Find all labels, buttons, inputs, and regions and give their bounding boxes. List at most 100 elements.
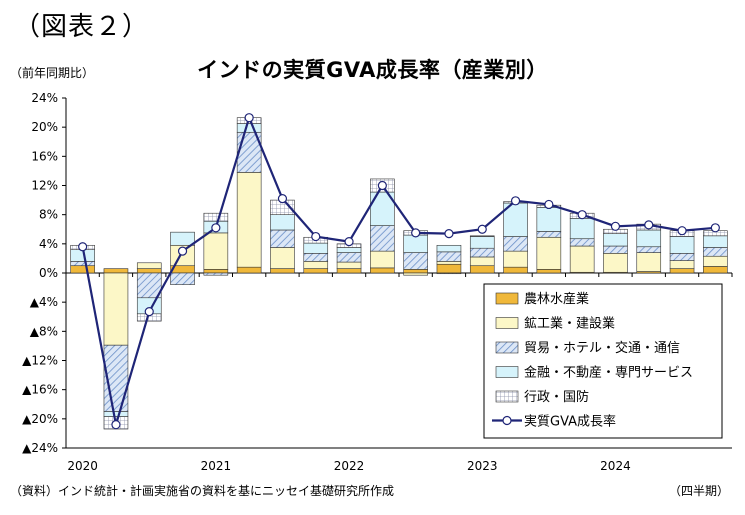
- bar-segment-finance: [536, 207, 562, 232]
- bar-segment-industry: [236, 172, 262, 268]
- y-tick-label: 24%: [31, 91, 58, 105]
- y-tick-label: 12%: [31, 179, 58, 193]
- x-year-label: 2020: [67, 459, 98, 473]
- bar-segment-agriculture: [336, 268, 362, 274]
- bar-segment-agriculture: [436, 263, 462, 274]
- bar-segment-industry: [303, 261, 329, 269]
- gva-growth-point: [677, 226, 687, 236]
- legend-label: 金融・不動産・専門サービス: [524, 365, 693, 381]
- bar-segment-finance: [303, 242, 329, 254]
- bar-segment-agriculture: [136, 268, 162, 274]
- y-tick-label: 16%: [31, 149, 58, 163]
- bar-segment-finance: [603, 233, 628, 247]
- bar-segment-industry: [436, 261, 462, 265]
- bar-segment-agriculture: [303, 268, 329, 274]
- bar-segment-industry: [270, 247, 295, 269]
- legend-label: 農林水産業: [524, 291, 589, 307]
- gva-growth-point: [344, 237, 354, 247]
- bar-segment-agriculture: [103, 268, 129, 274]
- bar-segment-trade: [336, 252, 362, 263]
- bars-layer: [70, 117, 728, 430]
- gva-growth-point: [78, 242, 88, 252]
- y-tick-label: ▲24%: [22, 441, 58, 455]
- x-year-label: 2023: [467, 459, 498, 473]
- axes-layer: 24% 20% 16% 12% 8% 4% 0% ▲4% ▲8% ▲12% ▲16% ▲20% ▲24%…: [22, 91, 733, 473]
- bar-segment-finance: [403, 234, 428, 253]
- bar-segment-industry: [103, 272, 129, 346]
- legend: 農林水産業鉱工業・建設業貿易・ホテル・交通・通信金融・不動産・専門サービス行政・…: [483, 283, 723, 439]
- gva-growth-point: [644, 220, 654, 230]
- gva-growth-point: [411, 228, 421, 238]
- bar-segment-trade: [436, 251, 462, 262]
- bar-segment-industry: [636, 252, 662, 272]
- x-year-label: 2022: [334, 459, 365, 473]
- bar-segment-finance: [270, 214, 295, 231]
- gva-growth-point: [144, 307, 154, 317]
- bar-segment-public: [436, 272, 462, 275]
- line-layer: [78, 113, 720, 430]
- bar-segment-public: [469, 235, 495, 237]
- gva-growth-point: [177, 246, 188, 256]
- bar-segment-industry: [336, 261, 362, 269]
- legend-label: 鉱工業・建設業: [524, 316, 615, 332]
- bar-segment-agriculture: [270, 268, 295, 274]
- gva-growth-point: [111, 420, 121, 430]
- gva-growth-line: [81, 114, 716, 425]
- gva-growth-point: [377, 180, 387, 191]
- legend-swatch-trade: [495, 341, 519, 354]
- bar-segment-industry: [503, 250, 528, 268]
- gva-growth-point: [544, 199, 554, 210]
- gva-growth-point: [477, 224, 487, 234]
- legend-label: 行政・国防: [524, 389, 589, 405]
- y-tick-label: 4%: [39, 237, 58, 251]
- bar-segment-finance: [703, 235, 728, 248]
- x-unit-label: （四半期）: [668, 484, 729, 498]
- legend-label: 貿易・ホテル・交通・通信: [524, 340, 680, 356]
- bar-segment-finance: [436, 244, 462, 253]
- gva-growth-point: [244, 113, 254, 123]
- bar-segment-finance: [336, 247, 362, 253]
- legend-label: 実質GVA成長率: [524, 414, 616, 430]
- y-tick-label: 0%: [39, 266, 58, 280]
- bar-segment-agriculture: [236, 266, 262, 274]
- bar-segment-agriculture: [203, 269, 229, 274]
- bar-segment-trade: [136, 272, 162, 299]
- bar-segment-finance: [170, 231, 195, 246]
- bar-segment-trade: [403, 252, 428, 270]
- gva-growth-point: [444, 229, 454, 239]
- gva-growth-point: [577, 210, 587, 220]
- bar-segment-industry: [370, 250, 395, 269]
- legend-box: [483, 283, 723, 439]
- bar-segment-industry: [403, 272, 428, 276]
- bar-segment-trade: [70, 261, 95, 267]
- bar-segment-trade: [636, 246, 662, 253]
- x-year-label: 2021: [201, 459, 232, 473]
- y-tick-label: ▲12%: [22, 354, 58, 368]
- bar-segment-trade: [569, 238, 595, 247]
- gva-growth-point: [211, 223, 221, 233]
- bar-segment-agriculture: [503, 266, 528, 274]
- bar-segment-industry: [569, 245, 595, 273]
- bar-segment-trade: [503, 236, 528, 252]
- bar-segment-trade: [170, 272, 195, 285]
- bar-segment-agriculture: [70, 265, 95, 274]
- bar-segment-trade: [469, 247, 495, 258]
- bar-segment-trade: [536, 231, 562, 238]
- bar-segment-trade: [703, 247, 728, 257]
- bar-segment-finance: [469, 236, 495, 249]
- y-tick-label: ▲4%: [30, 295, 58, 309]
- bar-segment-finance: [236, 123, 262, 133]
- bar-segment-finance: [669, 236, 695, 254]
- bar-segment-finance: [636, 229, 662, 248]
- x-year-label: 2024: [600, 459, 631, 473]
- y-tick-label: 20%: [31, 120, 58, 134]
- gva-growth-point: [710, 223, 720, 233]
- bar-segment-public: [203, 212, 229, 222]
- bar-segment-industry: [703, 255, 728, 267]
- y-tick-label: ▲20%: [22, 412, 58, 426]
- legend-swatch-public: [495, 390, 519, 403]
- bar-segment-agriculture: [669, 268, 695, 274]
- gva-growth-point: [510, 196, 521, 206]
- bar-segment-industry: [136, 262, 162, 269]
